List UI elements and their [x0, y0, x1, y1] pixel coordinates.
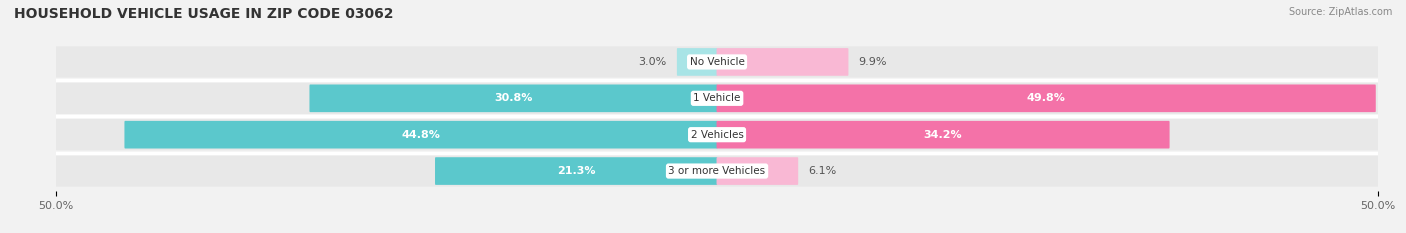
FancyBboxPatch shape	[717, 48, 848, 76]
FancyBboxPatch shape	[676, 48, 717, 76]
Legend: Owner-occupied, Renter-occupied: Owner-occupied, Renter-occupied	[598, 229, 837, 233]
Text: 3 or more Vehicles: 3 or more Vehicles	[668, 166, 766, 176]
FancyBboxPatch shape	[56, 119, 1378, 150]
Text: 9.9%: 9.9%	[859, 57, 887, 67]
Text: 49.8%: 49.8%	[1026, 93, 1066, 103]
Text: HOUSEHOLD VEHICLE USAGE IN ZIP CODE 03062: HOUSEHOLD VEHICLE USAGE IN ZIP CODE 0306…	[14, 7, 394, 21]
FancyBboxPatch shape	[717, 157, 799, 185]
Text: 3.0%: 3.0%	[638, 57, 666, 67]
Text: 6.1%: 6.1%	[808, 166, 837, 176]
FancyBboxPatch shape	[125, 121, 717, 148]
Text: 44.8%: 44.8%	[402, 130, 440, 140]
Text: 21.3%: 21.3%	[557, 166, 596, 176]
FancyBboxPatch shape	[56, 83, 1378, 114]
Text: No Vehicle: No Vehicle	[689, 57, 745, 67]
FancyBboxPatch shape	[717, 85, 1375, 112]
FancyBboxPatch shape	[56, 155, 1378, 187]
Text: Source: ZipAtlas.com: Source: ZipAtlas.com	[1288, 7, 1392, 17]
FancyBboxPatch shape	[309, 85, 717, 112]
FancyBboxPatch shape	[56, 46, 1378, 78]
Text: 1 Vehicle: 1 Vehicle	[693, 93, 741, 103]
Text: 2 Vehicles: 2 Vehicles	[690, 130, 744, 140]
Text: 34.2%: 34.2%	[924, 130, 962, 140]
FancyBboxPatch shape	[717, 121, 1170, 148]
Text: 30.8%: 30.8%	[495, 93, 533, 103]
FancyBboxPatch shape	[434, 157, 717, 185]
